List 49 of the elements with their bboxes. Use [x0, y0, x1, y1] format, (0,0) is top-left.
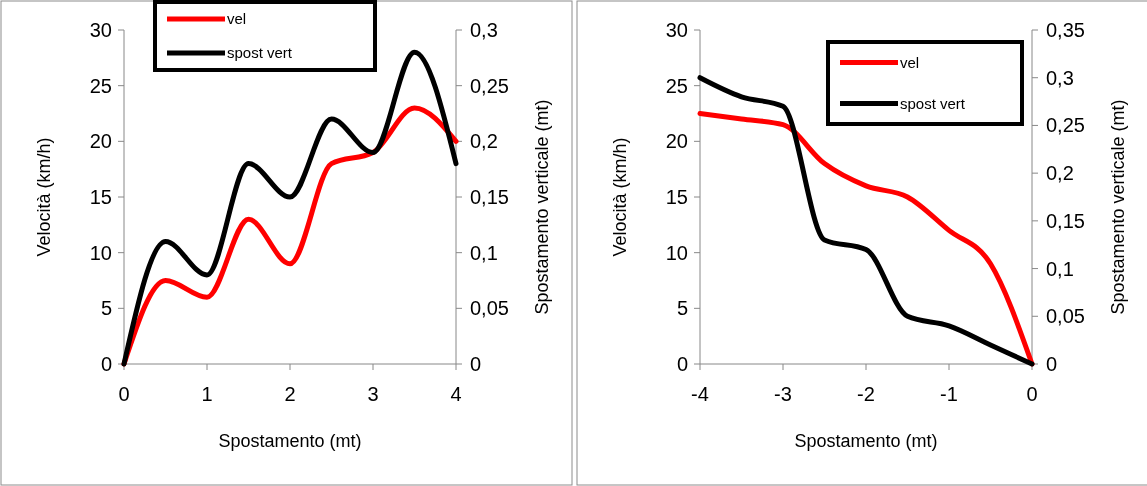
y2-tick-label: 0,05	[470, 297, 509, 320]
legend-label: vel	[227, 10, 247, 28]
y-tick-label: 0	[100, 353, 112, 375]
y2-tick-label: 0,15	[1046, 209, 1085, 232]
y-tick-label: 15	[665, 186, 688, 208]
y-tick-label: 10	[89, 241, 112, 264]
y-tick-label: 10	[665, 241, 688, 264]
y-tick-label: 20	[89, 130, 112, 153]
y2-tick-label: 0,3	[470, 19, 498, 41]
x-tick-label: 0	[118, 383, 130, 405]
y-axis-title: Velocità (km/h)	[34, 137, 54, 257]
y2-tick-label: 0	[1046, 353, 1058, 375]
y2-tick-label: 0,1	[1046, 257, 1074, 280]
y2-tick-label: 0,25	[1046, 114, 1085, 137]
y2-tick-label: 0,3	[1046, 66, 1074, 89]
y-tick-label: 25	[89, 74, 112, 97]
y-tick-label: 20	[665, 130, 688, 153]
y2-tick-label: 0,35	[1046, 19, 1085, 41]
y-tick-label: 5	[676, 297, 688, 320]
x-tick-label: -1	[940, 383, 958, 405]
x-tick-label: -2	[857, 383, 875, 405]
y2-tick-label: 0,2	[470, 130, 498, 153]
legend-label: spost vert	[900, 94, 966, 112]
y2-tick-label: 0	[470, 353, 482, 375]
x-tick-label: -4	[691, 383, 709, 405]
y2-axis-title: Spostamento verticale (mt)	[1108, 99, 1128, 315]
y-tick-label: 5	[100, 297, 112, 320]
x-tick-label: 2	[284, 383, 296, 405]
y-tick-label: 30	[665, 19, 688, 41]
y-axis-title: Velocità (km/h)	[610, 137, 630, 257]
y2-tick-label: 0,1	[470, 241, 498, 264]
y2-tick-label: 0,05	[1046, 305, 1085, 328]
x-axis-title: Spostamento (mt)	[218, 431, 362, 451]
x-tick-label: 1	[201, 383, 213, 405]
x-tick-label: 4	[450, 383, 462, 405]
x-tick-label: 3	[367, 383, 379, 405]
y2-tick-label: 0,2	[1046, 162, 1074, 185]
legend-label: spost vert	[227, 44, 293, 62]
legend-label: vel	[900, 53, 920, 71]
x-tick-label: -3	[774, 383, 792, 405]
y2-tick-label: 0,25	[470, 74, 509, 97]
y-tick-label: 30	[89, 19, 112, 41]
x-axis-title: Spostamento (mt)	[794, 431, 938, 451]
y-tick-label: 25	[665, 74, 688, 97]
y-tick-label: 15	[89, 186, 112, 208]
y-tick-label: 0	[676, 353, 688, 375]
y2-tick-label: 0,15	[470, 186, 509, 208]
y2-axis-title: Spostamento verticale (mt)	[532, 99, 552, 315]
x-tick-label: 0	[1026, 383, 1038, 405]
